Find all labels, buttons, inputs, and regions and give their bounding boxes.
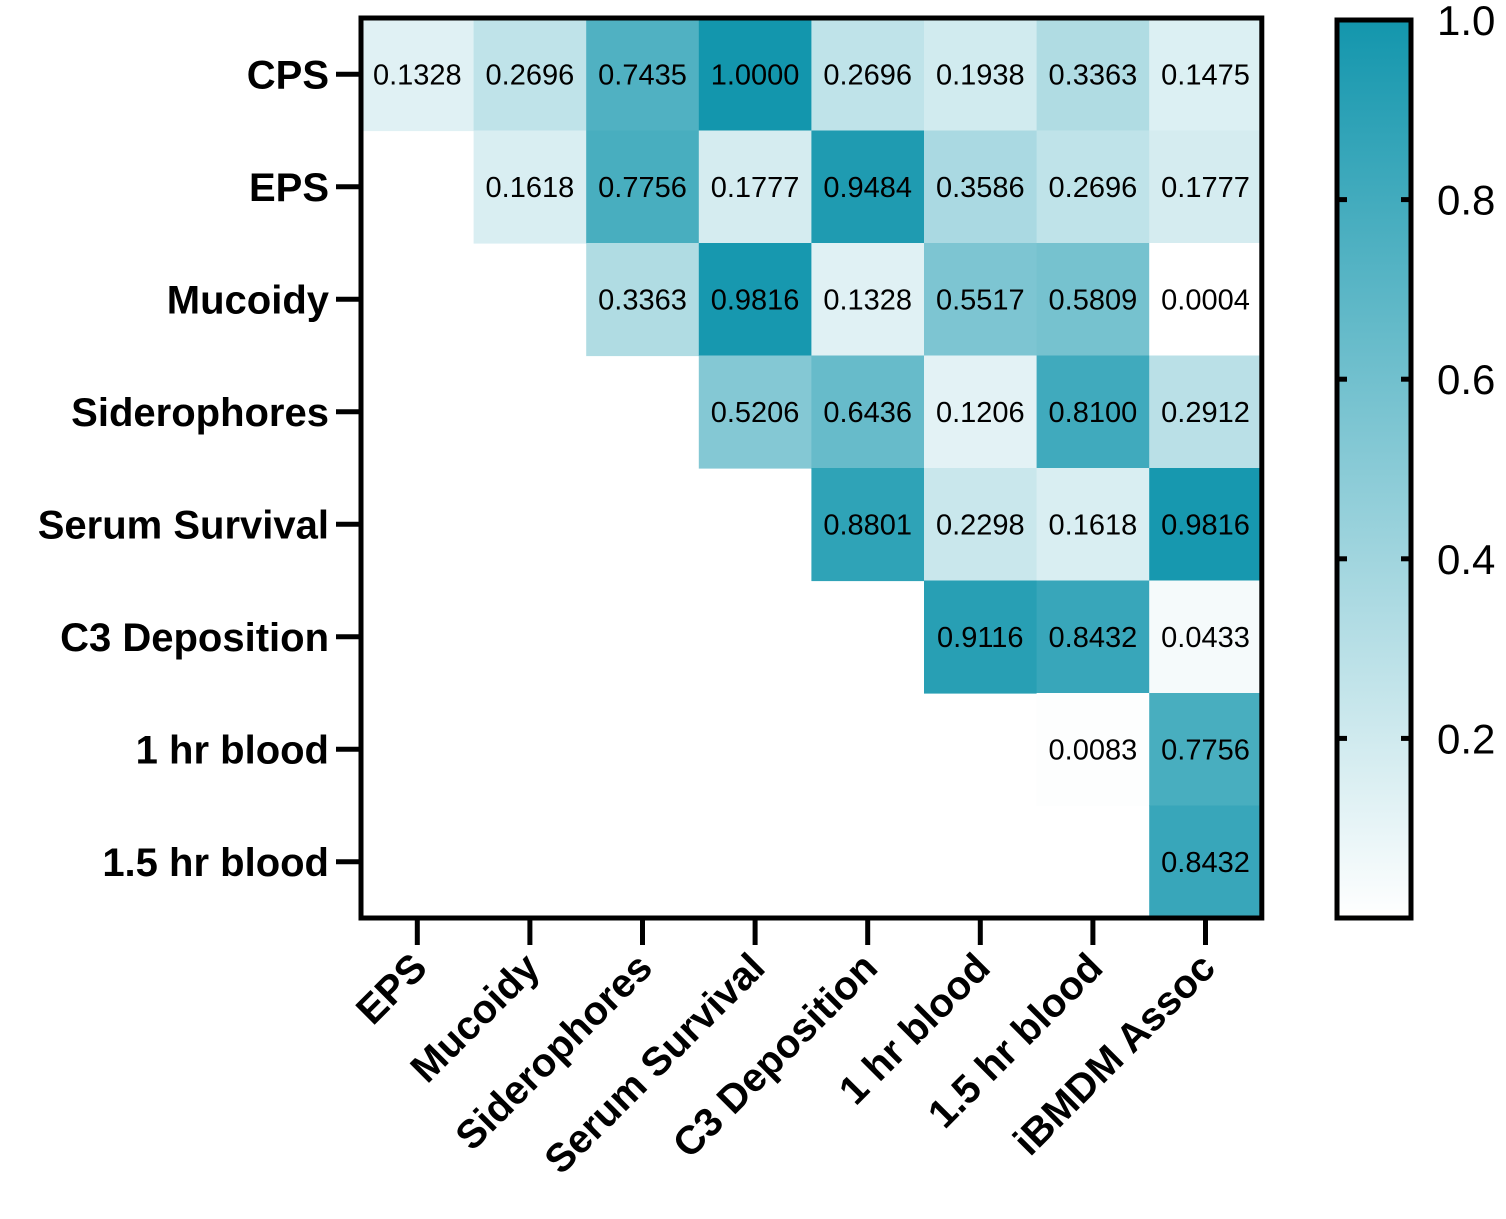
- cell-value-label: 0.0433: [1161, 622, 1250, 654]
- column-label: EPS: [348, 945, 436, 1033]
- colorbar-tick-label: 0.2: [1437, 715, 1495, 762]
- row-label: C3 Deposition: [60, 616, 329, 660]
- colorbar-tick-label: 0.4: [1437, 536, 1495, 583]
- row-label: Siderophores: [71, 391, 329, 435]
- row-label: 1.5 hr blood: [102, 841, 329, 885]
- heatmap-cell: [1149, 355, 1263, 469]
- cell-value-label: 0.5809: [1049, 284, 1138, 316]
- cell-value-label: 0.1206: [936, 397, 1025, 429]
- cell-value-label: 0.1475: [1161, 59, 1250, 91]
- heatmap-cell: [811, 243, 925, 357]
- cell-value-label: 0.8432: [1161, 847, 1250, 879]
- cell-value-label: 0.2696: [1049, 172, 1138, 204]
- colorbar-gradient: [1334, 17, 1414, 921]
- heatmap-cell: [586, 130, 700, 244]
- cell-value-label: 0.2696: [486, 59, 575, 91]
- heatmap-cell: [698, 243, 812, 357]
- cell-value-label: 0.1618: [486, 172, 575, 204]
- row-label: CPS: [247, 53, 329, 97]
- heatmap-cell: [1149, 18, 1263, 132]
- heatmap-cell: [811, 18, 925, 132]
- column-label: iBMDM Assoc: [1005, 945, 1224, 1164]
- cell-value-label: 0.8801: [823, 509, 912, 541]
- heatmap-cell: [473, 130, 587, 244]
- cell-value-label: 0.1777: [711, 172, 800, 204]
- cell-value-label: 0.1618: [1049, 509, 1138, 541]
- plot-frame: [358, 15, 1265, 921]
- colorbar-tick-label: 0.8: [1437, 177, 1495, 224]
- heatmap-cell: [924, 468, 1038, 582]
- heatmap-cell: [1149, 243, 1263, 357]
- heatmap-cell: [1149, 130, 1263, 244]
- heatmap-cell: [361, 18, 475, 132]
- cell-value-label: 0.9816: [711, 284, 800, 316]
- heatmap-cell: [586, 243, 700, 357]
- colorbar-tick-label: 0.6: [1437, 356, 1495, 403]
- row-label: EPS: [249, 166, 329, 210]
- heatmap-cell: [811, 468, 925, 582]
- heatmap-cell: [1149, 468, 1263, 582]
- heatmap-cell: [1036, 130, 1150, 244]
- cell-value-label: 0.1328: [823, 284, 912, 316]
- cell-value-label: 0.7435: [598, 59, 687, 91]
- heatmap-cell: [1036, 580, 1150, 694]
- cell-value-label: 0.3363: [598, 284, 687, 316]
- cell-value-label: 0.1938: [936, 59, 1025, 91]
- heatmap-cell: [924, 130, 1038, 244]
- heatmap-cell: [924, 18, 1038, 132]
- heatmap-cell: [586, 18, 700, 132]
- heatmap-cell: [473, 18, 587, 132]
- cell-value-label: 1.0000: [711, 59, 800, 91]
- column-label: Siderophores: [447, 945, 660, 1158]
- heatmap-cell: [698, 130, 812, 244]
- heatmap-cell: [811, 130, 925, 244]
- column-label: C3 Deposition: [665, 945, 886, 1166]
- heatmap-cell: [1036, 693, 1150, 807]
- cell-value-label: 0.2696: [823, 59, 912, 91]
- cell-value-label: 0.0004: [1161, 284, 1250, 316]
- row-label: Mucoidy: [167, 278, 330, 322]
- cell-value-label: 0.7756: [598, 172, 687, 204]
- cell-value-label: 0.6436: [823, 397, 912, 429]
- heatmap-cell: [924, 580, 1038, 694]
- cell-value-label: 0.2912: [1161, 397, 1250, 429]
- row-axis: CPS EPS Mucoidy Siderophores Serum Survival C…: [38, 53, 361, 885]
- cell-value-label: 0.7756: [1161, 734, 1250, 766]
- cell-value-label: 0.1777: [1161, 172, 1250, 204]
- heatmap-cell: [698, 355, 812, 469]
- colorbar: 0.2 0.4 0.6 0.8 1.0: [1334, 0, 1495, 921]
- heatmap-cell: [924, 243, 1038, 357]
- cell-value-label: 0.3586: [936, 172, 1025, 204]
- heatmap-cells: [361, 18, 1263, 919]
- heatmap-cell: [1036, 355, 1150, 469]
- heatmap-cell: [1036, 468, 1150, 582]
- heatmap-cell: [811, 355, 925, 469]
- heatmap-cell: [1036, 18, 1150, 132]
- cell-value-label: 0.5517: [936, 284, 1025, 316]
- heatmap-cell: [1149, 580, 1263, 694]
- cell-value-label: 0.0083: [1049, 734, 1138, 766]
- heatmap-cell: [1149, 693, 1263, 807]
- heatmap-cell: [924, 355, 1038, 469]
- heatmap-cell: [1149, 805, 1263, 919]
- colorbar-tick-label: 1.0: [1437, 0, 1495, 44]
- cell-value-label: 0.8100: [1049, 397, 1138, 429]
- cell-value-label: 0.8432: [1049, 622, 1138, 654]
- heatmap-cell: [1036, 243, 1150, 357]
- heatmap-cell: [698, 18, 812, 132]
- cell-value-label: 0.5206: [711, 397, 800, 429]
- cell-value-label: 0.9484: [823, 172, 912, 204]
- cell-value-label: 0.1328: [373, 59, 462, 91]
- cell-value-label: 0.3363: [1049, 59, 1138, 91]
- heatmap-cell-labels: 0.1328 0.2696 0.7435 1.0000 0.2696 0.1938 0.33…: [373, 59, 1250, 879]
- row-label: Serum Survival: [38, 503, 329, 547]
- row-label: 1 hr blood: [136, 728, 329, 772]
- cell-value-label: 0.9116: [937, 622, 1024, 654]
- cell-value-label: 0.9816: [1161, 509, 1250, 541]
- cell-value-label: 0.2298: [936, 509, 1025, 541]
